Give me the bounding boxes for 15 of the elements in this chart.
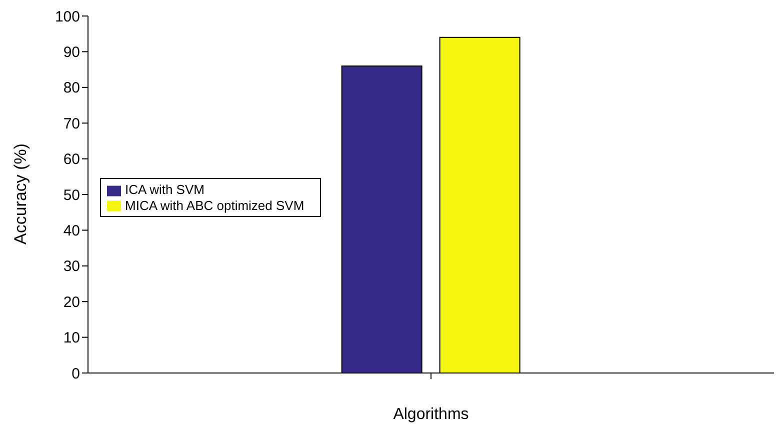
y-axis-title: Accuracy (%) (11, 143, 30, 244)
y-tick-label: 70 (63, 115, 80, 132)
y-tick-label: 40 (63, 222, 80, 240)
y-tick-label: 60 (63, 151, 80, 168)
x-axis-title: Algorithms (393, 406, 469, 423)
y-tick-label: 90 (63, 44, 80, 62)
y-tick-label: 10 (63, 330, 80, 347)
y-tick-label: 100 (54, 8, 80, 26)
y-tick-label: 30 (63, 258, 80, 276)
y-tick-label: 80 (63, 80, 80, 97)
y-tick-label: 50 (63, 186, 80, 204)
y-tick-label: 20 (63, 294, 80, 311)
y-tick-label: 0 (72, 365, 80, 382)
legend-label: ICA with SVM (125, 182, 204, 197)
legend-label: MICA with ABC optimized SVM (125, 198, 304, 213)
